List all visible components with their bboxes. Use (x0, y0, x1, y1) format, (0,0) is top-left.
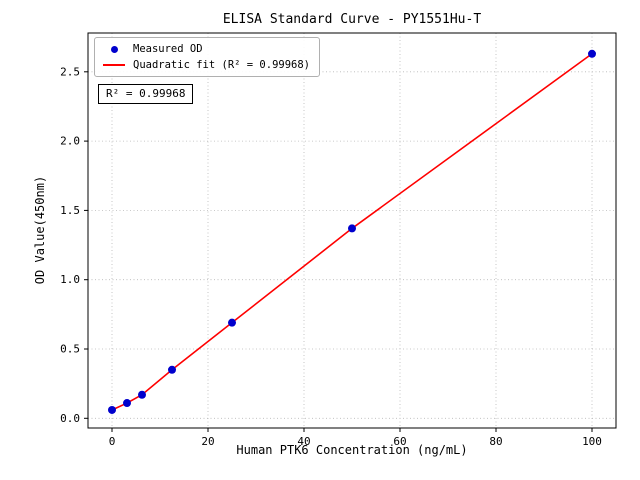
y-tick-label: 0.0 (60, 412, 80, 425)
plot-frame (87, 32, 617, 429)
line-icon (103, 64, 125, 66)
data-point (138, 390, 146, 399)
x-tick-label: 0 (109, 435, 116, 448)
x-axis-label: Human PTK6 Concentration (ng/mL) (236, 443, 468, 457)
data-point (588, 49, 596, 58)
y-tick-label: 2.5 (60, 65, 80, 78)
data-point (348, 224, 356, 233)
y-tick-label: 1.5 (60, 204, 80, 217)
y-tick-label: 2.0 (60, 135, 80, 148)
x-tick-label: 60 (393, 435, 406, 448)
legend-item-quadratic-fit: Quadratic fit (R² = 0.99968) (102, 59, 310, 71)
data-point (108, 405, 116, 414)
legend-item-measured-od: Measured OD (102, 43, 310, 55)
y-tick-label: 1.0 (60, 273, 80, 286)
legend: Measured OD Quadratic fit (R² = 0.99968) (94, 37, 321, 77)
x-tick-label: 40 (297, 435, 310, 448)
chart-title: ELISA Standard Curve - PY1551Hu-T (222, 12, 482, 27)
data-point (123, 399, 131, 408)
y-tick-label: 0.5 (60, 343, 80, 356)
legend-label-measured-od: Measured OD (133, 43, 203, 55)
line-marker-icon (102, 64, 126, 66)
r-squared-annotation: R² = 0.99968 (98, 84, 194, 104)
scatter-marker-icon (102, 45, 126, 53)
data-point (228, 318, 236, 327)
x-tick-label: 80 (489, 435, 502, 448)
data-point (168, 365, 176, 374)
x-tick-label: 100 (582, 435, 602, 448)
dot-icon (110, 45, 118, 53)
x-tick-label: 20 (201, 435, 214, 448)
legend-label-quadratic-fit: Quadratic fit (R² = 0.99968) (133, 59, 311, 71)
